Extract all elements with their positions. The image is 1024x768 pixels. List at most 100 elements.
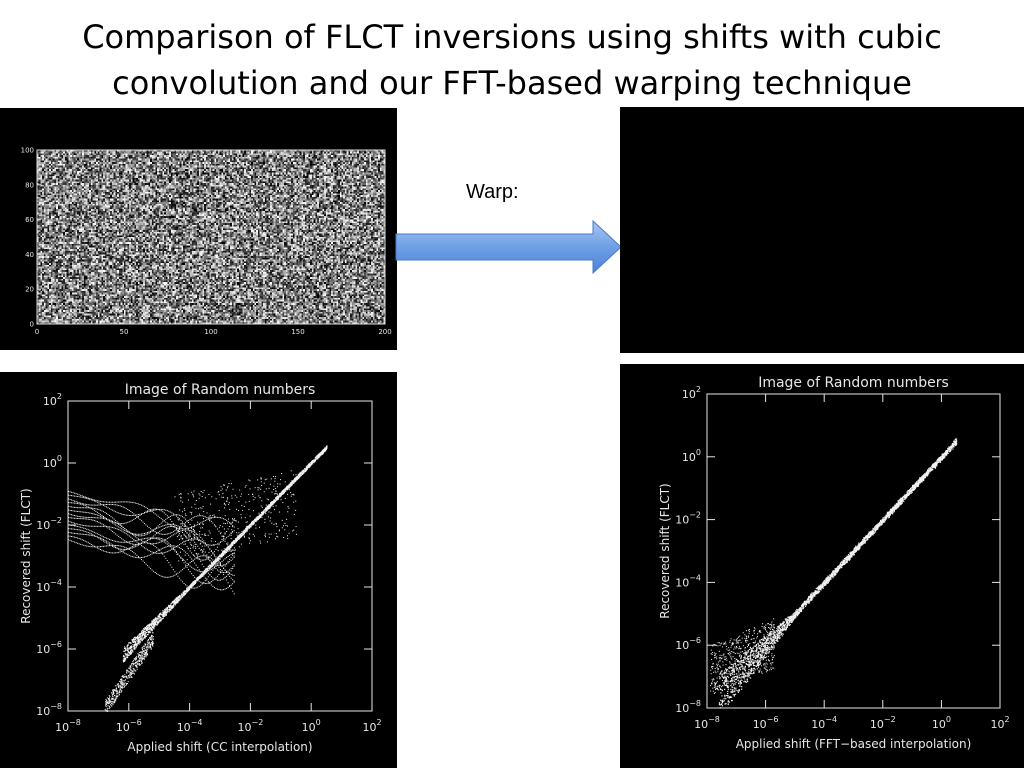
scatter-point bbox=[84, 497, 86, 499]
scatter-point bbox=[130, 536, 132, 538]
scatter-point bbox=[133, 669, 135, 671]
scatter-point bbox=[218, 565, 220, 567]
scatter-point bbox=[128, 501, 130, 503]
scatter-point bbox=[230, 559, 232, 561]
scatter-point bbox=[107, 551, 109, 553]
y-axis-label: Recovered shift (FLCT) bbox=[658, 483, 672, 618]
scatter-point bbox=[201, 551, 203, 553]
scatter-point bbox=[195, 538, 197, 540]
scatter-point bbox=[80, 494, 82, 496]
scatter-point bbox=[185, 536, 187, 538]
scatter-point bbox=[272, 505, 274, 507]
scatter-point bbox=[169, 532, 171, 534]
scatter-point bbox=[128, 673, 130, 675]
scatter-point bbox=[84, 545, 86, 547]
scatter-point bbox=[733, 676, 735, 678]
scatter-point bbox=[186, 585, 188, 587]
scatter-point bbox=[223, 552, 226, 554]
scatter-point bbox=[129, 676, 131, 678]
scatter-point bbox=[171, 523, 173, 525]
scatter-point bbox=[186, 537, 188, 539]
scatter-point bbox=[206, 554, 208, 556]
scatter-point bbox=[193, 530, 195, 532]
scatter-point bbox=[131, 519, 133, 521]
scatter-point bbox=[72, 522, 74, 524]
scatter-point bbox=[78, 526, 80, 528]
scatter-point bbox=[159, 533, 161, 535]
scatter-point bbox=[132, 667, 134, 669]
scatter-point bbox=[208, 567, 210, 569]
scatter-point bbox=[245, 485, 247, 487]
scatter-point bbox=[87, 504, 89, 506]
scatter-point bbox=[189, 542, 191, 544]
scatter-point bbox=[153, 628, 155, 630]
scatter-point bbox=[112, 692, 114, 694]
scatter-point bbox=[153, 570, 155, 572]
scatter-point bbox=[262, 514, 264, 516]
scatter-point bbox=[131, 501, 133, 503]
scatter-point bbox=[209, 566, 211, 569]
scatter-point bbox=[139, 635, 141, 638]
scatter-point bbox=[90, 530, 92, 532]
scatter-point bbox=[134, 642, 137, 644]
scatter-point bbox=[90, 512, 92, 514]
scatter-point bbox=[151, 622, 153, 624]
scatter-point bbox=[136, 665, 138, 667]
scatter-point bbox=[218, 573, 220, 575]
scatter-point bbox=[203, 555, 205, 557]
scatter-point bbox=[191, 517, 193, 519]
scatter-point bbox=[218, 530, 220, 532]
scatter-point bbox=[187, 589, 190, 591]
scatter-point bbox=[255, 517, 257, 519]
scatter-point bbox=[142, 540, 144, 542]
scatter-point bbox=[198, 576, 200, 578]
scatter-point bbox=[120, 685, 122, 687]
scatter-point bbox=[270, 504, 272, 506]
scatter-point bbox=[74, 495, 76, 497]
scatter-point bbox=[166, 543, 168, 545]
scatter-point bbox=[98, 512, 100, 514]
scatter-point bbox=[149, 623, 151, 625]
scatter-point bbox=[223, 503, 225, 505]
scatter-point bbox=[142, 546, 144, 548]
scatter-point bbox=[93, 535, 95, 537]
scatter-point bbox=[285, 490, 287, 492]
scatter-point bbox=[198, 515, 200, 517]
scatter-point bbox=[89, 517, 91, 519]
scatter-point bbox=[910, 492, 912, 494]
scatter-point bbox=[153, 544, 155, 546]
scatter-point bbox=[81, 524, 83, 526]
scatter-point bbox=[169, 605, 171, 607]
scatter-point bbox=[311, 461, 313, 463]
scatter-point bbox=[77, 542, 79, 544]
scatter-point bbox=[195, 581, 197, 583]
scatter-point bbox=[888, 516, 890, 518]
scatter-point bbox=[92, 535, 94, 537]
scatter-point bbox=[303, 472, 305, 474]
scatter-point bbox=[233, 549, 235, 551]
scatter-point bbox=[279, 494, 281, 496]
scatter-point bbox=[281, 493, 284, 495]
scatter-point bbox=[201, 541, 203, 543]
scatter-point bbox=[154, 623, 157, 625]
scatter-point bbox=[183, 523, 185, 525]
scatter-point bbox=[310, 462, 312, 464]
scatter-point bbox=[197, 515, 199, 517]
scatter-point bbox=[209, 515, 211, 517]
scatter-point bbox=[241, 517, 243, 519]
scatter-point bbox=[117, 684, 119, 686]
scatter-point bbox=[245, 531, 247, 533]
scatter-point bbox=[198, 523, 200, 525]
scatter-point bbox=[149, 626, 151, 628]
scatter-point bbox=[145, 532, 147, 534]
scatter-point bbox=[101, 539, 103, 541]
scatter-point bbox=[274, 480, 276, 482]
scatter-point bbox=[255, 518, 257, 521]
scatter-point bbox=[226, 575, 228, 577]
scatter-point bbox=[280, 494, 282, 496]
scatter-point bbox=[163, 509, 165, 511]
scatter-point bbox=[230, 532, 232, 534]
scatter-point bbox=[140, 658, 142, 660]
scatter-point bbox=[229, 585, 231, 587]
scatter-point bbox=[75, 525, 77, 527]
